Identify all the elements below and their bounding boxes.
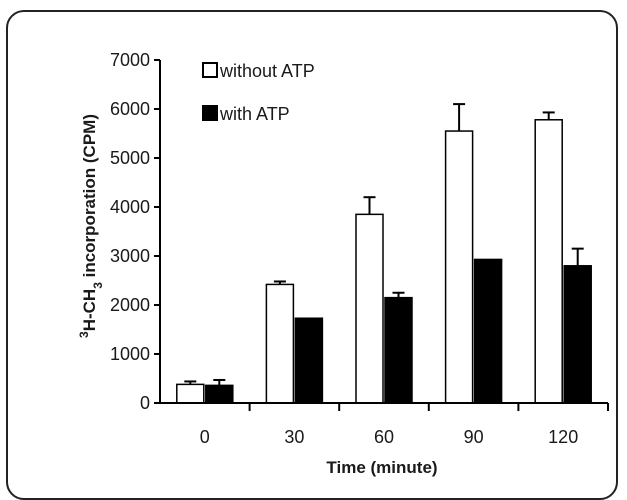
y-tick-label: 3000	[110, 246, 150, 266]
y-tick-label: 2000	[110, 295, 150, 315]
bar-with-atp	[384, 296, 413, 404]
y-tick-label: 7000	[110, 50, 150, 70]
figure-frame	[6, 10, 618, 500]
legend-label-with-atp: with ATP	[219, 104, 290, 124]
bar-without-atp	[534, 119, 563, 404]
y-axis-title: 3H-CH3 incorporation (CPM)	[77, 114, 105, 338]
bar-without-atp	[176, 383, 205, 404]
bar-without-atp	[355, 213, 384, 404]
y-tick-label: 5000	[110, 148, 150, 168]
bar-with-atp	[563, 265, 592, 404]
x-axis-title: Time (minute)	[326, 458, 437, 477]
x-tick-label: 90	[464, 427, 484, 447]
y-tick-label: 4000	[110, 197, 150, 217]
x-tick-label: 0	[200, 427, 210, 447]
x-tick-label: 30	[284, 427, 304, 447]
chart: 0 1000 2000 3000 4000 5000 6000 7000 0 30 60 90 120…	[77, 50, 609, 477]
bar-without-atp	[265, 283, 295, 404]
y-tick-label: 1000	[110, 344, 150, 364]
x-tick-label: 120	[548, 427, 578, 447]
legend-swatch-with-atp	[202, 105, 218, 121]
legend: without ATP with ATP	[202, 61, 315, 124]
legend-label-without-atp: without ATP	[219, 61, 315, 81]
bar-with-atp	[205, 384, 234, 404]
x-tick-label: 60	[374, 427, 394, 447]
bar-with-atp	[294, 317, 324, 404]
bar-without-atp	[444, 130, 474, 404]
legend-swatch-without-atp	[202, 62, 218, 78]
y-tick-label: 0	[140, 393, 150, 413]
y-tick-label: 6000	[110, 99, 150, 119]
bar-with-atp	[473, 258, 503, 404]
